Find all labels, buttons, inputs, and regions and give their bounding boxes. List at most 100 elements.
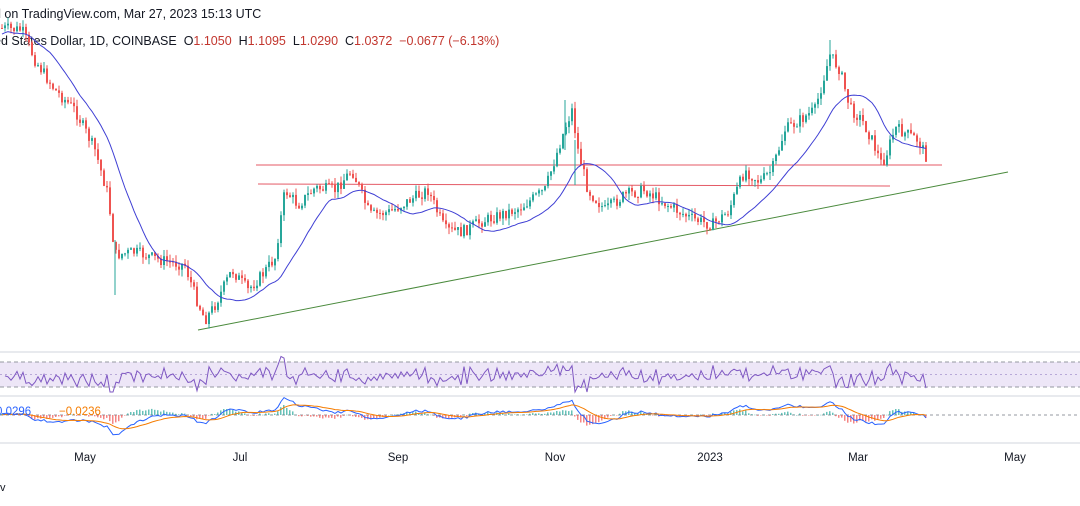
macd-histogram-bar [772, 414, 774, 415]
macd-histogram-bar [268, 413, 270, 415]
candle-body [397, 209, 399, 211]
candle-body [673, 204, 675, 208]
candle-body [697, 218, 699, 222]
candle-body [838, 67, 840, 74]
candle-body [382, 213, 384, 216]
macd-histogram-bar [460, 415, 462, 418]
candle-body [130, 248, 132, 250]
candle-body [631, 188, 633, 192]
candle-body [493, 221, 495, 223]
macd-histogram-bar [67, 415, 69, 416]
macd-histogram-bar [349, 415, 351, 416]
candle-body [613, 198, 615, 200]
candle-body [46, 68, 48, 83]
open-value: 1.1050 [193, 34, 232, 48]
candle-body [226, 277, 228, 282]
candle-body [799, 115, 801, 127]
macd-histogram-bar [226, 409, 228, 415]
macd-histogram-bar [391, 415, 393, 416]
candle-body [187, 265, 189, 277]
candle-body [661, 203, 663, 205]
macd-histogram-bar [112, 415, 114, 424]
candle-body [82, 120, 84, 123]
x-tick-label: Sep [388, 452, 408, 464]
macd-histogram-bar [817, 415, 819, 416]
macd-histogram-bar [706, 415, 708, 416]
macd-histogram-bar [544, 413, 546, 415]
candle-body [487, 214, 489, 223]
macd-histogram-bar [271, 414, 273, 415]
macd-histogram-bar [229, 408, 231, 415]
macd-histogram-bar [322, 415, 324, 419]
macd-histogram-bar [310, 415, 312, 417]
macd-histogram-bar [751, 414, 753, 415]
macd-histogram-bar [199, 415, 201, 419]
candle-body [424, 188, 426, 199]
candle-body [190, 277, 192, 283]
candle-body [154, 252, 156, 256]
macd-histogram-bar [220, 410, 222, 415]
macd-histogram-bar [361, 415, 363, 418]
source-text: d on TradingView.com, Mar 27, 2023 15:13… [0, 7, 262, 21]
macd-histogram-bar [370, 415, 372, 420]
candle-body [346, 173, 348, 181]
candle-body [103, 170, 105, 186]
candle-body [340, 182, 342, 189]
macd-histogram-bar [646, 414, 648, 415]
macd-histogram-bar [778, 413, 780, 415]
resistance-lines[interactable] [256, 164, 942, 187]
candle-body [691, 213, 693, 215]
macd-histogram-bar [241, 412, 243, 415]
candle-body [289, 195, 291, 198]
candle-body [586, 169, 588, 192]
moving-average [1, 31, 927, 302]
candle-body [214, 306, 216, 310]
macd-histogram-bar [340, 415, 342, 418]
source-line: d on TradingView.com, Mar 27, 2023 15:13… [0, 7, 261, 21]
macd-histogram-bar [568, 411, 570, 415]
candle-body [58, 90, 60, 93]
macd-histogram-bar [232, 410, 234, 415]
candle-body [385, 212, 387, 216]
candle-body [646, 191, 648, 197]
macd-histogram-bar [286, 407, 288, 415]
candle-body [430, 194, 432, 197]
macd-histogram-bar [325, 415, 327, 418]
macd-histogram-bar [694, 415, 696, 416]
macd-histogram-bar [790, 412, 792, 415]
candle-body [250, 286, 252, 289]
macd-histogram-bar [802, 415, 804, 416]
candle-body [814, 104, 816, 108]
candle-body [439, 212, 441, 214]
macd-histogram-bar [880, 415, 882, 419]
candle-body [394, 209, 396, 211]
x-tick-label: Nov [545, 452, 566, 464]
macd-histogram-bar [511, 414, 513, 416]
candle-body [925, 145, 927, 162]
candle-body [502, 210, 504, 219]
macd-histogram-bar [634, 412, 636, 415]
candle-body [523, 207, 525, 211]
support-line [197, 171, 1009, 331]
macd-histogram-bar [592, 415, 594, 425]
macd-histogram-bar [154, 409, 156, 415]
macd-histogram-bar [76, 415, 78, 416]
macd-histogram-bar [922, 414, 924, 416]
macd-histogram-bar [328, 415, 330, 418]
candle-body [481, 223, 483, 227]
candle-body [457, 227, 459, 230]
macd-histogram-bar [757, 415, 759, 416]
support-trendline[interactable] [197, 171, 1009, 331]
macd-histogram-bar [703, 415, 705, 416]
macd-histogram-bar [724, 412, 726, 415]
macd-histogram-bar [889, 411, 891, 415]
macd-histogram-bar [304, 415, 306, 416]
candle-body [862, 115, 864, 122]
candle-body [541, 190, 543, 192]
macd-histogram-bar [409, 412, 411, 415]
macd-histogram-bar [469, 413, 471, 415]
macd-histogram-bar [487, 411, 489, 415]
macd-histogram-bar [352, 415, 354, 417]
macd-histogram-bar [31, 415, 33, 419]
